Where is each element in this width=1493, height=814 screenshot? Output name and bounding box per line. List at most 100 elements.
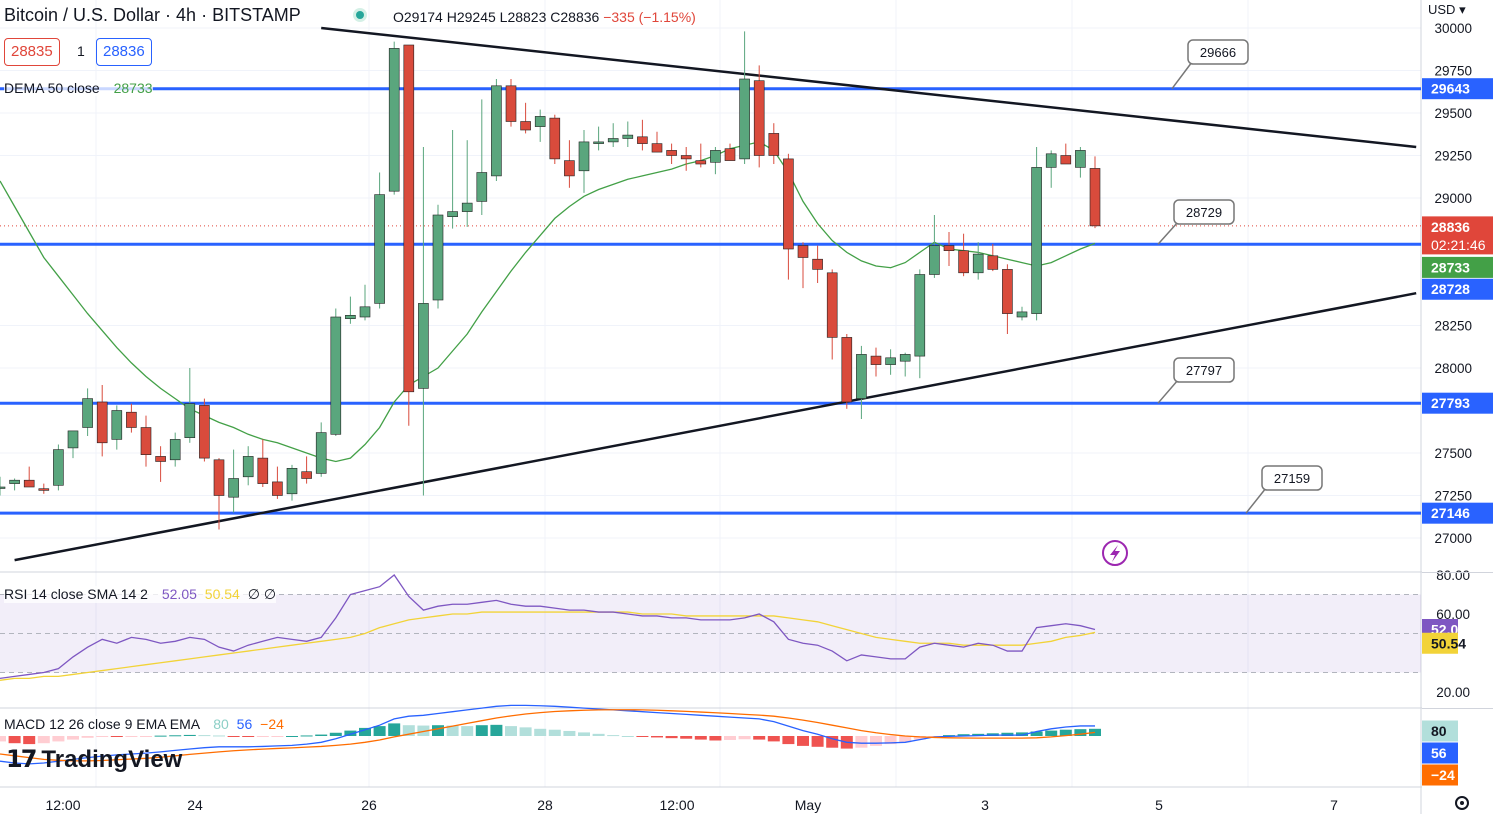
macd-histogram-bar <box>578 732 590 736</box>
macd-histogram-bar <box>826 736 839 748</box>
macd-histogram-bar <box>37 736 50 744</box>
macd-legend[interactable]: MACD 12 26 close 9 EMA EMA 80 56 −24 <box>4 716 284 732</box>
candle-body <box>593 141 604 144</box>
candle <box>856 345 867 419</box>
open-value: O29174 <box>393 9 443 25</box>
symbol-title[interactable]: Bitcoin / U.S. Dollar · 4h · BITSTAMP <box>4 5 301 26</box>
time-axis[interactable]: 12:00 24 26 28 12:00 May 3 5 7 <box>45 797 1338 813</box>
macd-histogram-bar <box>694 736 707 740</box>
currency-selector[interactable]: USD ▾ <box>1428 2 1466 17</box>
logo-text: TradingView <box>41 746 183 773</box>
settings-gear-icon[interactable] <box>1455 796 1469 810</box>
macd-histogram-bar <box>8 736 21 744</box>
macd-histogram-bar <box>1074 729 1087 736</box>
price-tick-label: 29500 <box>1434 106 1472 121</box>
candle <box>841 334 853 409</box>
rsi-legend[interactable]: RSI 14 close SMA 14 2 52.05 50.54 ∅ ∅ <box>4 586 277 603</box>
price-label-bg <box>1422 216 1493 255</box>
rsi-sma-value: 50.54 <box>204 586 240 602</box>
macd-histogram-bar <box>432 725 444 736</box>
price-label: 28733 <box>1431 259 1470 275</box>
candle-body <box>578 141 590 172</box>
price-label-bg <box>1422 502 1493 524</box>
candle-body <box>505 85 517 122</box>
macd-histogram-bar <box>402 725 415 736</box>
dema-polyline <box>0 141 1096 463</box>
candle <box>315 422 327 477</box>
horizontal-lines[interactable] <box>0 87 1421 515</box>
tradingview-logo[interactable]: 17 TradingView <box>6 745 182 774</box>
candle-body <box>520 121 531 131</box>
macd-histogram-bar <box>665 736 678 739</box>
trendlines[interactable] <box>14 26 1417 562</box>
candle-body <box>374 194 385 304</box>
candle-body <box>345 314 356 319</box>
callout-pointer <box>1171 61 1193 90</box>
macd-histogram-bar <box>753 736 766 740</box>
candle-body <box>53 449 64 486</box>
lightning-icon[interactable] <box>1102 540 1128 566</box>
macd-histogram-bar <box>81 736 94 738</box>
macd-histogram-bar <box>534 728 547 736</box>
candle-body <box>885 357 896 365</box>
macd-histogram-bar <box>125 736 138 737</box>
candle-body <box>622 134 634 139</box>
price-label: 29643 <box>1431 81 1470 97</box>
candle <box>82 388 93 436</box>
macd-histogram-bar <box>738 736 751 740</box>
callout-box <box>1173 357 1235 383</box>
candle-body <box>330 316 342 435</box>
callout-box <box>1261 465 1323 491</box>
macd-histogram-bar <box>227 736 240 737</box>
candle <box>9 478 20 491</box>
candle <box>972 242 984 280</box>
price-axis[interactable]: 30000 29750 29500 29250 29000 28250 28000 27500… <box>1422 0 1493 814</box>
macd-histogram-bar <box>797 736 809 746</box>
candle <box>257 439 269 487</box>
macd-histogram-bar <box>563 730 576 736</box>
countdown-label: 02:21:46 <box>1431 237 1486 253</box>
candle <box>564 140 575 188</box>
market-status-icon[interactable] <box>353 8 367 22</box>
candle-body <box>753 80 765 156</box>
low-value: L28823 <box>499 9 547 25</box>
candle-body <box>534 116 546 127</box>
buy-button[interactable]: 28836 <box>96 38 152 66</box>
candle-body <box>242 456 254 478</box>
candle-body <box>418 303 429 389</box>
price-tick-label: 27000 <box>1434 531 1472 546</box>
macd-histogram-bar <box>96 736 109 737</box>
sell-button[interactable]: 28835 <box>4 38 60 66</box>
candle <box>987 243 999 272</box>
candle-body <box>111 410 123 440</box>
change-value: −335 (−1.15%) <box>603 9 696 25</box>
candle-body <box>388 48 400 192</box>
axis-divider <box>1422 572 1493 573</box>
macd-label: MACD 12 26 close 9 EMA EMA <box>4 716 200 732</box>
candle <box>520 102 531 134</box>
candle-body <box>812 258 823 270</box>
candle <box>96 385 108 457</box>
macd-histogram-bar <box>0 736 6 742</box>
candle <box>23 466 35 488</box>
candle <box>111 405 123 450</box>
candle-body <box>315 432 327 474</box>
macd-histogram-bar <box>329 732 342 736</box>
candle-body <box>213 459 225 496</box>
price-tick-label: 29750 <box>1434 64 1472 79</box>
quantity-value[interactable]: 1 <box>77 43 85 59</box>
candle-body <box>447 211 458 218</box>
tv-logo-icon: 17 <box>6 745 37 773</box>
indicator-label-bg <box>1422 742 1458 764</box>
time-tick-label: May <box>795 797 821 813</box>
macd-histogram-bar <box>519 727 532 736</box>
macd-histogram-bar <box>140 736 152 737</box>
macd-histogram-bar <box>1016 732 1028 736</box>
callout-box <box>1173 199 1235 225</box>
candle-body <box>184 403 196 439</box>
candle <box>783 153 794 280</box>
candle <box>374 172 385 309</box>
dema-legend[interactable]: DEMA 50 close 28733 <box>4 80 153 96</box>
candle-body <box>987 255 999 270</box>
